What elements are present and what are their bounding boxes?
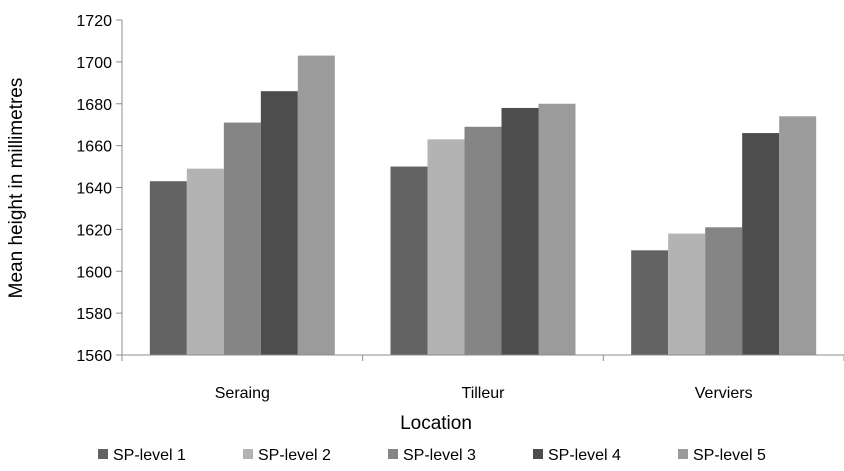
y-tick-label: 1600	[76, 264, 112, 281]
legend-swatch	[98, 449, 108, 459]
legend-swatch	[243, 449, 253, 459]
y-tick-label: 1720	[76, 13, 112, 30]
x-tick-label: Verviers	[695, 385, 753, 402]
legend-label: SP-level 3	[403, 447, 476, 464]
bar-tilleur-series-3	[464, 126, 502, 355]
bar-seraing-series-3	[223, 122, 261, 355]
y-tick-label: 1580	[76, 306, 112, 323]
y-tick-label: 1680	[76, 97, 112, 114]
x-tick-label: Tilleur	[462, 385, 506, 402]
legend-label: SP-level 4	[548, 447, 621, 464]
legend-swatch	[533, 449, 543, 459]
y-tick-label: 1620	[76, 222, 112, 239]
bar-seraing-series-4	[260, 91, 298, 355]
bar-tilleur-series-2	[427, 139, 465, 355]
y-axis-title: Mean height in millimetres	[6, 78, 27, 299]
legend-swatch	[388, 449, 398, 459]
x-tick-label: Seraing	[215, 385, 270, 402]
bar-tilleur-series-1	[390, 166, 428, 355]
bar-seraing-series-2	[186, 168, 224, 355]
y-axis-ticks: 1560 1580 1600 1620 1640 1660 1680 1700 1720	[76, 13, 122, 365]
bar-tilleur-series-4	[501, 107, 539, 355]
bar-verviers-series-4	[742, 133, 780, 355]
bar-verviers-series-3	[705, 227, 743, 355]
bar-verviers-series-1	[631, 250, 669, 355]
y-tick-label: 1560	[76, 348, 112, 365]
bar-tilleur-series-5	[538, 103, 576, 355]
legend-label: SP-level 5	[693, 447, 766, 464]
legend-swatch	[678, 449, 688, 459]
bars	[149, 55, 817, 355]
x-axis-title: Location	[400, 413, 472, 434]
legend: SP-level 1 SP-level 2 SP-level 3 SP-level 4…	[98, 447, 766, 464]
legend-label: SP-level 2	[258, 447, 331, 464]
y-tick-label: 1640	[76, 181, 112, 198]
bar-seraing-series-1	[149, 181, 187, 355]
y-tick-label: 1700	[76, 55, 112, 72]
bar-verviers-series-2	[668, 233, 706, 355]
x-axis-ticks: Seraing Tilleur Verviers	[121, 355, 844, 402]
y-tick-label: 1660	[76, 139, 112, 156]
legend-label: SP-level 1	[113, 447, 186, 464]
bar-seraing-series-5	[297, 55, 335, 355]
bar-verviers-series-5	[779, 116, 817, 355]
